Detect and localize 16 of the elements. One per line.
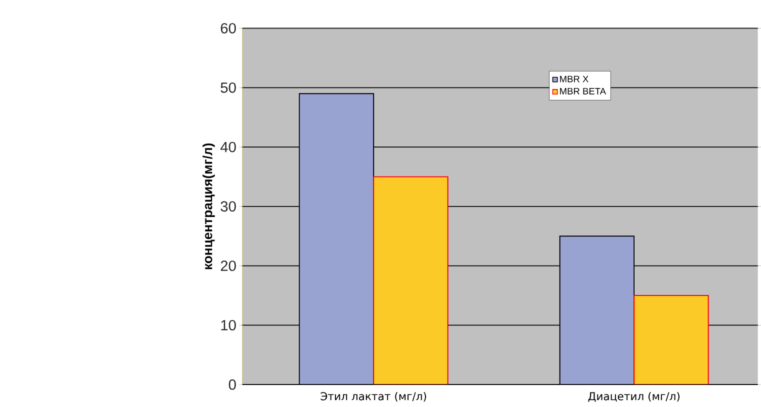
y-tick-label: 60: [220, 23, 236, 34]
bar: [559, 236, 635, 385]
y-tick-label: 0: [228, 380, 236, 390]
x-tick-label: Этил лактат (мг/л): [320, 392, 426, 402]
legend-label: MBR BETA: [560, 88, 606, 95]
bar: [634, 295, 709, 385]
x-tick-label: Диацетил (мг/л): [588, 392, 680, 402]
y-tick-label: 50: [220, 82, 236, 94]
bar: [298, 93, 374, 385]
y-tick-label: 20: [220, 260, 236, 272]
bar: [373, 176, 448, 385]
y-tick-label: 40: [220, 142, 236, 152]
legend-label: MBR X: [560, 76, 588, 82]
y-axis-title: концентрация(мг/л): [202, 144, 215, 270]
y-tick-label: 30: [220, 201, 236, 212]
y-tick-label: 10: [221, 320, 236, 331]
